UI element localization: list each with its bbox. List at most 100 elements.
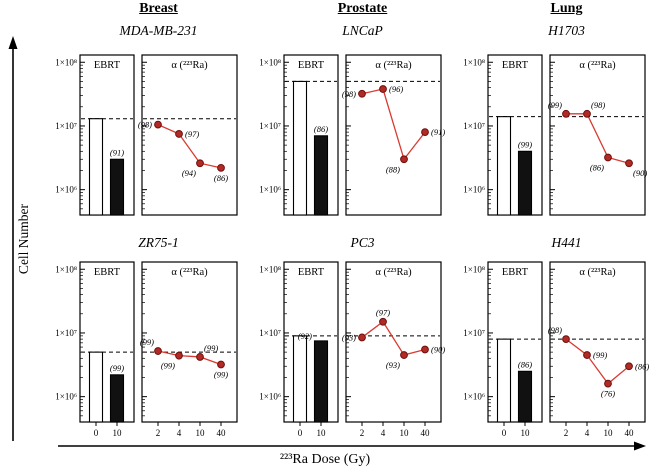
alpha-dose-tick-label: 2 [156, 428, 161, 438]
y-tick-label: 1×10⁸ [55, 57, 77, 67]
group-header-prostate: Prostate [337, 1, 388, 16]
ebrt-dose-tick-label: 10 [113, 428, 123, 438]
y-tick-label: 1×10⁶ [463, 185, 485, 195]
alpha-line [157, 350, 222, 366]
panel-PC3: 1×10⁸ 1×10⁷ 1×10⁶ EBRT α (²²³Ra) (92) (93) (97)… [259, 261, 445, 438]
alpha-box [141, 261, 238, 423]
ebrt-panel-title: EBRT [298, 267, 325, 278]
alpha-data-point [196, 353, 204, 361]
alpha-data-point [358, 89, 366, 98]
alpha-point-label: (99) [593, 350, 607, 360]
alpha-data-point [217, 163, 225, 172]
ebrt-dose-tick-label: 10 [521, 428, 531, 438]
alpha-point-label: (99) [214, 369, 228, 379]
group-header-lung: Lung [550, 1, 583, 16]
ebrt-dose-tick-label: 0 [298, 428, 303, 438]
alpha-panel-title: α (²²³Ra) [375, 60, 412, 71]
panel-ZR75-1: 1×10⁸ 1×10⁷ 1×10⁶ EBRT α (²²³Ra) (99) (99) (99)… [55, 261, 238, 438]
alpha-line [361, 88, 426, 161]
alpha-point-label: (88) [386, 164, 400, 174]
alpha-point-label: (99) [204, 343, 218, 353]
alpha-point-label: (99) [161, 361, 175, 371]
ebrt-bar-10gy [517, 150, 533, 216]
ebrt-survival-label: (99) [518, 139, 532, 149]
ebrt-box [487, 54, 543, 216]
alpha-point-label: (98) [591, 100, 605, 110]
cell-line-title: ZR75-1 [138, 235, 179, 250]
alpha-dose-tick-label: 40 [625, 428, 635, 438]
panel-MDA-MB-231: 1×10⁸ 1×10⁷ 1×10⁶ EBRT α (²²³Ra) (91) (98) (97)… [55, 54, 238, 216]
alpha-data-point [421, 128, 429, 137]
alpha-data-point [421, 345, 429, 354]
alpha-dose-tick-label: 40 [421, 428, 431, 438]
cell-line-title: PC3 [350, 235, 375, 250]
ebrt-bar-10gy [517, 370, 533, 423]
alpha-point-label: (86) [590, 162, 604, 172]
alpha-point-label: (94) [182, 168, 196, 178]
y-tick-label: 1×10⁸ [259, 264, 281, 274]
ebrt-bar-0gy [496, 116, 512, 216]
y-tick-label: 1×10⁷ [259, 328, 281, 338]
alpha-data-point [379, 85, 387, 93]
y-tick-label: 1×10⁶ [55, 185, 77, 195]
ebrt-dose-tick-label: 10 [317, 428, 327, 438]
alpha-data-point [175, 130, 183, 138]
alpha-data-point [604, 153, 612, 162]
alpha-box [549, 261, 646, 423]
ebrt-box [79, 54, 135, 216]
alpha-point-label: (86) [214, 173, 228, 183]
alpha-dose-tick-label: 4 [381, 428, 386, 438]
alpha-point-label: (91) [431, 127, 445, 137]
ebrt-bar-0gy [292, 80, 308, 216]
alpha-data-point [217, 360, 225, 369]
alpha-data-point [154, 347, 162, 355]
y-tick-label: 1×10⁸ [55, 264, 77, 274]
alpha-panel-title: α (²²³Ra) [579, 60, 616, 71]
y-tick-label: 1×10⁷ [55, 121, 77, 131]
alpha-point-label: (76) [601, 389, 615, 399]
alpha-data-point [358, 333, 366, 342]
alpha-data-point [562, 109, 570, 118]
alpha-line [565, 338, 630, 385]
ebrt-survival-label: (91) [110, 147, 124, 157]
cell-line-title: LNCaP [342, 23, 383, 38]
panel-H1703: 1×10⁸ 1×10⁷ 1×10⁶ EBRT α (²²³Ra) (99) (99) (98)… [463, 54, 647, 216]
cell-line-title: MDA-MB-231 [119, 23, 198, 38]
alpha-line [566, 113, 630, 164]
alpha-data-point [379, 317, 387, 326]
alpha-panel-title: α (²²³Ra) [171, 60, 208, 71]
alpha-dose-tick-label: 2 [360, 428, 365, 438]
alpha-point-label: (99) [140, 337, 154, 347]
alpha-dose-tick-label: 40 [217, 428, 227, 438]
y-tick-label: 1×10⁶ [463, 392, 485, 402]
ebrt-panel-title: EBRT [94, 267, 121, 278]
alpha-point-label: (93) [386, 360, 400, 370]
ebrt-bar-0gy [496, 338, 512, 423]
alpha-dose-tick-label: 10 [196, 428, 206, 438]
ebrt-panel-title: EBRT [298, 60, 325, 71]
y-tick-label: 1×10⁸ [259, 57, 281, 67]
alpha-point-label: (98) [548, 325, 562, 335]
ebrt-survival-label: (86) [518, 359, 532, 369]
ebrt-bar-10gy [109, 374, 125, 423]
alpha-line [157, 124, 222, 169]
y-tick-label: 1×10⁶ [259, 392, 281, 402]
alpha-point-label: (97) [376, 308, 390, 318]
alpha-panel-title: α (²²³Ra) [579, 267, 616, 278]
ebrt-dose-tick-label: 0 [502, 428, 507, 438]
alpha-data-point [604, 379, 612, 388]
ebrt-box [487, 261, 543, 423]
cell-line-title: H1703 [548, 23, 585, 38]
alpha-point-label: (97) [185, 129, 199, 139]
ebrt-box [283, 261, 339, 423]
ebrt-dose-tick-label: 0 [94, 428, 99, 438]
alpha-dose-tick-label: 2 [564, 428, 569, 438]
alpha-point-label: (98) [342, 89, 356, 99]
y-tick-label: 1×10⁸ [463, 264, 485, 274]
alpha-data-point [562, 335, 570, 344]
alpha-data-point [625, 362, 633, 371]
alpha-point-label: (93) [342, 332, 356, 342]
alpha-data-point [625, 159, 633, 168]
